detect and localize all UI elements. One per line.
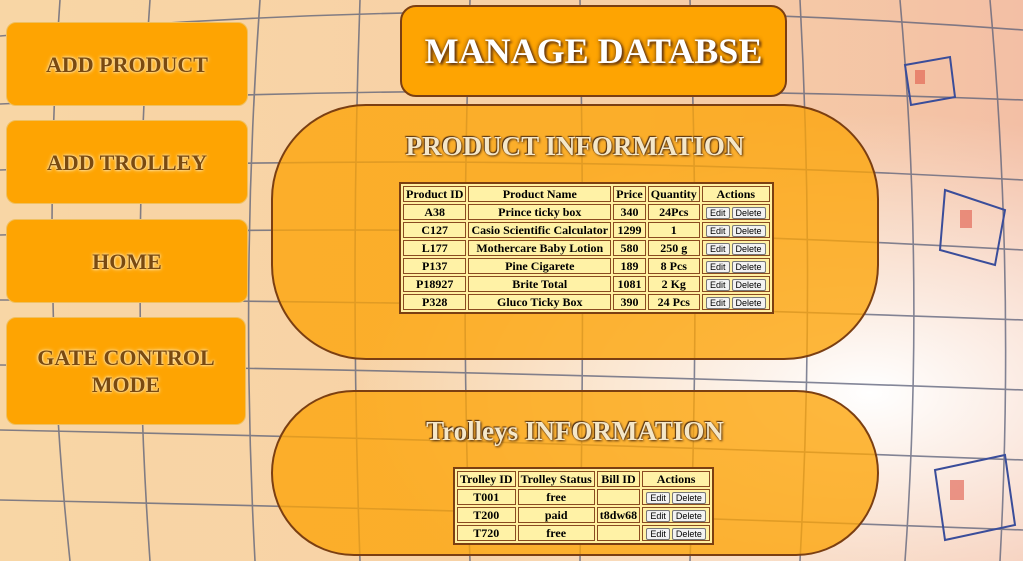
price-cell: 340 (613, 204, 646, 220)
price-cell: 1081 (613, 276, 646, 292)
actions-cell: Edit Delete (642, 489, 711, 505)
page-title: MANAGE DATABSE (424, 31, 763, 71)
trolley-id-cell: T001 (457, 489, 516, 505)
edit-button[interactable]: Edit (706, 260, 730, 273)
column-header: Quantity (647, 186, 700, 202)
table-header-row: Product ID Product Name Price Quantity A… (403, 186, 770, 202)
quantity-cell: 24Pcs (647, 204, 700, 220)
column-header: Price (613, 186, 646, 202)
delete-button[interactable]: Delete (671, 527, 706, 540)
actions-cell: Edit Delete (701, 204, 770, 220)
bill-id-cell (596, 489, 641, 505)
actions-cell: Edit Delete (642, 525, 711, 541)
column-header: Trolley ID (457, 471, 516, 487)
table-row: T720 free Edit Delete (457, 525, 711, 541)
trolley-status-cell: free (517, 489, 595, 505)
product-id-cell: A38 (403, 204, 467, 220)
home-button[interactable]: HOME (6, 219, 248, 303)
price-cell: 580 (613, 240, 646, 256)
column-header: Product Name (468, 186, 612, 202)
product-name-cell: Gluco Ticky Box (468, 294, 612, 310)
table-row: L177 Mothercare Baby Lotion 580 250 g Edit De… (403, 240, 770, 256)
actions-cell: Edit Delete (701, 258, 770, 274)
table-row: T200 paid t8dw68 Edit Delete (457, 507, 711, 523)
product-name-cell: Prince ticky box (468, 204, 612, 220)
actions-cell: Edit Delete (701, 222, 770, 238)
column-header: Trolley Status (517, 471, 595, 487)
product-id-cell: L177 (403, 240, 467, 256)
product-table: Product ID Product Name Price Quantity A… (399, 182, 774, 314)
table-row: P328 Gluco Ticky Box 390 24 Pcs Edit Delete (403, 294, 770, 310)
quantity-cell: 24 Pcs (647, 294, 700, 310)
trolley-id-cell: T720 (457, 525, 516, 541)
product-name-cell: Mothercare Baby Lotion (468, 240, 612, 256)
delete-button[interactable]: Delete (731, 260, 766, 273)
edit-button[interactable]: Edit (706, 278, 730, 291)
product-id-cell: P328 (403, 294, 467, 310)
trolley-id-cell: T200 (457, 507, 516, 523)
product-id-cell: P18927 (403, 276, 467, 292)
delete-button[interactable]: Delete (731, 242, 766, 255)
delete-button[interactable]: Delete (671, 491, 706, 504)
delete-button[interactable]: Delete (731, 206, 766, 219)
bill-id-cell (596, 525, 641, 541)
gate-control-mode-button[interactable]: GATE CONTROL MODE (6, 317, 246, 425)
table-row: C127 Casio Scientific Calculator 1299 1 Edit… (403, 222, 770, 238)
edit-button[interactable]: Edit (646, 509, 670, 522)
bill-id-cell: t8dw68 (596, 507, 641, 523)
delete-button[interactable]: Delete (731, 278, 766, 291)
quantity-cell: 2 Kg (647, 276, 700, 292)
product-information-panel: PRODUCT INFORMATION Product ID Product N… (271, 104, 879, 360)
column-header: Product ID (403, 186, 467, 202)
actions-cell: Edit Delete (701, 294, 770, 310)
actions-cell: Edit Delete (701, 276, 770, 292)
product-name-cell: Brite Total (468, 276, 612, 292)
product-id-cell: C127 (403, 222, 467, 238)
product-name-cell: Pine Cigarete (468, 258, 612, 274)
add-trolley-button[interactable]: ADD TROLLEY (6, 120, 248, 204)
actions-cell: Edit Delete (642, 507, 711, 523)
delete-button[interactable]: Delete (731, 296, 766, 309)
column-header: Actions (642, 471, 711, 487)
column-header: Bill ID (596, 471, 641, 487)
trolley-information-title: Trolleys INFORMATION (426, 416, 724, 446)
page-title-box: MANAGE DATABSE (400, 5, 787, 97)
add-product-button[interactable]: ADD PRODUCT (6, 22, 248, 106)
product-id-cell: P137 (403, 258, 467, 274)
quantity-cell: 250 g (647, 240, 700, 256)
trolley-status-cell: paid (517, 507, 595, 523)
quantity-cell: 8 Pcs (647, 258, 700, 274)
product-name-cell: Casio Scientific Calculator (468, 222, 612, 238)
edit-button[interactable]: Edit (706, 224, 730, 237)
edit-button[interactable]: Edit (706, 242, 730, 255)
trolley-information-panel: Trolleys INFORMATION Trolley ID Trolley … (271, 390, 879, 556)
edit-button[interactable]: Edit (646, 527, 670, 540)
trolley-table: Trolley ID Trolley Status Bill ID Action… (453, 467, 715, 545)
price-cell: 390 (613, 294, 646, 310)
table-row: P137 Pine Cigarete 189 8 Pcs Edit Delete (403, 258, 770, 274)
actions-cell: Edit Delete (701, 240, 770, 256)
edit-button[interactable]: Edit (706, 296, 730, 309)
table-row: T001 free Edit Delete (457, 489, 711, 505)
edit-button[interactable]: Edit (646, 491, 670, 504)
delete-button[interactable]: Delete (731, 224, 766, 237)
edit-button[interactable]: Edit (706, 206, 730, 219)
column-header: Actions (701, 186, 770, 202)
table-row: P18927 Brite Total 1081 2 Kg Edit Delete (403, 276, 770, 292)
table-row: A38 Prince ticky box 340 24Pcs Edit Delete (403, 204, 770, 220)
product-information-title: PRODUCT INFORMATION (405, 131, 745, 161)
quantity-cell: 1 (647, 222, 700, 238)
delete-button[interactable]: Delete (671, 509, 706, 522)
price-cell: 1299 (613, 222, 646, 238)
price-cell: 189 (613, 258, 646, 274)
table-header-row: Trolley ID Trolley Status Bill ID Action… (457, 471, 711, 487)
trolley-status-cell: free (517, 525, 595, 541)
